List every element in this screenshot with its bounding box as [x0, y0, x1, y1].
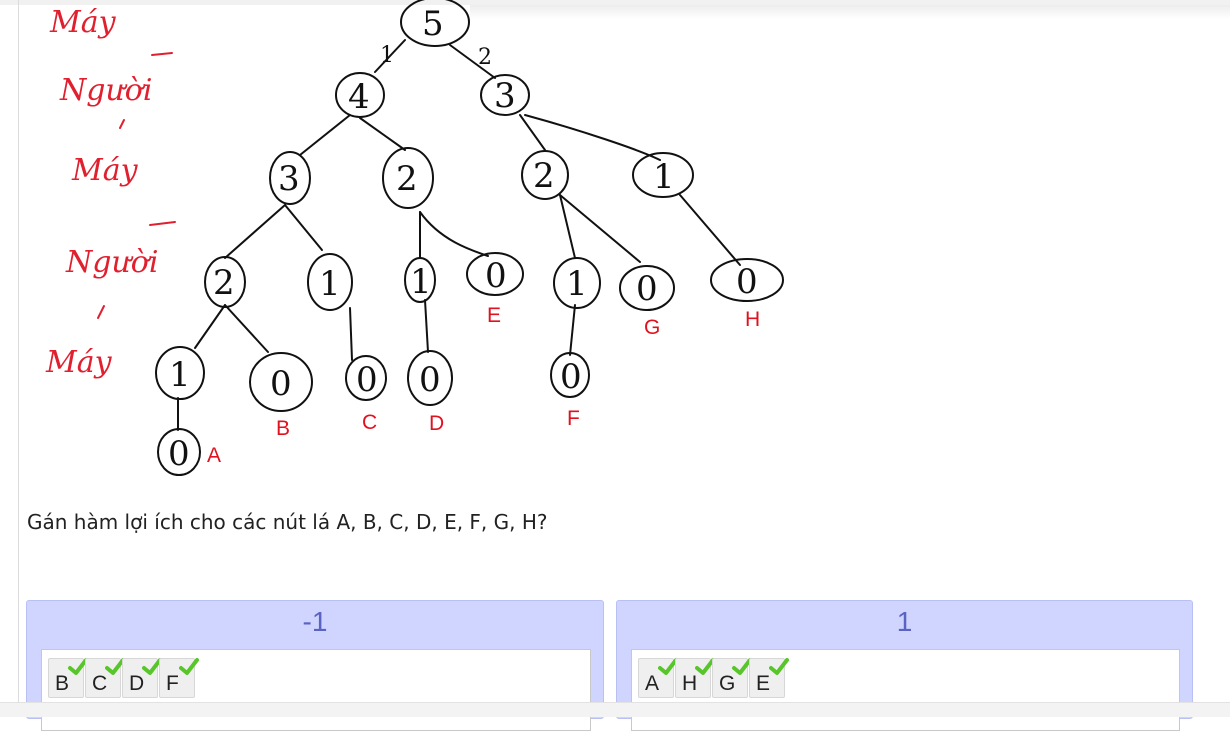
drop-zone[interactable]: B C D F — [41, 649, 591, 731]
svg-text:3: 3 — [278, 159, 300, 199]
tile-label: H — [682, 672, 698, 695]
svg-text:0: 0 — [485, 256, 507, 296]
node-l4-a: 1 — [155, 346, 205, 400]
node-l2-b: 2 — [382, 147, 434, 209]
leaf-label-h: H — [745, 308, 760, 331]
svg-text:0: 0 — [356, 360, 378, 400]
svg-text:0: 0 — [419, 360, 441, 400]
node-l4-e: 0 — [550, 352, 590, 398]
ply-label-3: Máy — [71, 153, 139, 188]
node-l2-c: 2 — [521, 150, 569, 200]
header-shadow — [470, 5, 1230, 19]
tile-label: D — [129, 672, 145, 695]
answer-tile[interactable]: A — [638, 658, 678, 698]
svg-text:0: 0 — [736, 262, 758, 302]
svg-text:5: 5 — [422, 4, 444, 44]
node-l4-c: 0 — [345, 355, 387, 401]
tile-label: C — [92, 672, 108, 695]
leaf-label-b: B — [276, 417, 290, 440]
tile-label: F — [166, 672, 179, 695]
leaf-label-g: G — [644, 316, 660, 339]
node-l4-b: 0 — [249, 352, 313, 412]
answer-tile[interactable]: G — [712, 658, 752, 698]
svg-text:1: 1 — [410, 262, 432, 302]
group-value-label: -1 — [302, 606, 328, 637]
check-icon — [732, 657, 752, 677]
check-icon — [105, 657, 125, 677]
node-l5-a: 0 — [157, 428, 201, 476]
edge-label-left: 1 — [380, 43, 394, 68]
ply-label-5: Máy — [45, 345, 113, 380]
leaf-label-a: A — [207, 444, 221, 467]
svg-text:2: 2 — [533, 156, 555, 196]
node-l2-d: 1 — [632, 152, 694, 198]
svg-text:1: 1 — [319, 264, 341, 304]
tile-label: B — [55, 672, 70, 695]
answer-tile[interactable]: B — [48, 658, 88, 698]
svg-text:0: 0 — [270, 364, 292, 404]
svg-text:1: 1 — [653, 157, 675, 197]
tree-edges — [177, 39, 741, 431]
svg-text:0: 0 — [636, 269, 658, 309]
ply-label-2: Người — [59, 73, 152, 108]
node-l1-left: 4 — [335, 72, 385, 118]
tile-label: E — [756, 672, 771, 695]
svg-text:0: 0 — [168, 434, 190, 474]
answer-tile[interactable]: E — [749, 658, 789, 698]
node-root: 5 — [400, 0, 470, 47]
bottom-edge — [0, 702, 1230, 717]
question-text: Gán hàm lợi ích cho các nút lá A, B, C, … — [27, 510, 548, 534]
node-l3-c: 1 — [404, 257, 436, 303]
check-icon — [68, 657, 88, 677]
edge-label-right: 2 — [478, 45, 492, 70]
ply-label-4: Người — [65, 245, 158, 280]
answer-tile[interactable]: H — [675, 658, 715, 698]
node-l3-a: 2 — [204, 256, 246, 308]
svg-text:2: 2 — [396, 159, 418, 199]
top-scroll-edge — [0, 0, 1230, 5]
leaf-label-f: F — [567, 407, 580, 430]
node-l3-f: 0 — [619, 265, 675, 311]
check-icon — [142, 657, 162, 677]
node-l1-right: 3 — [480, 74, 530, 116]
svg-text:1: 1 — [566, 264, 588, 304]
group-value-label: 1 — [896, 606, 913, 637]
svg-text:2: 2 — [213, 263, 235, 303]
svg-text:0: 0 — [560, 357, 582, 397]
content-left-border — [18, 0, 19, 717]
node-l3-e: 1 — [553, 257, 601, 309]
node-l3-b: 1 — [307, 253, 353, 311]
ply-label-1: Máy — [49, 5, 117, 40]
check-icon — [658, 657, 678, 677]
answer-tile[interactable]: D — [122, 658, 162, 698]
tile-label: G — [719, 672, 736, 695]
node-l4-d: 0 — [407, 350, 453, 406]
leaf-label-c: C — [362, 411, 377, 434]
svg-text:3: 3 — [494, 76, 516, 116]
node-l3-g: 0 — [710, 258, 784, 302]
svg-text:1: 1 — [169, 355, 191, 395]
answer-tile[interactable]: C — [85, 658, 125, 698]
check-icon — [695, 657, 715, 677]
tile-label: A — [645, 672, 660, 695]
node-l2-a: 3 — [269, 151, 311, 205]
game-tree-figure: Máy Người Máy Người Máy 1 2 5 4 3 3 2 2 … — [45, 0, 784, 476]
leaf-label-e: E — [487, 304, 501, 327]
svg-text:4: 4 — [348, 77, 370, 117]
check-icon — [769, 657, 789, 677]
answer-tile[interactable]: F — [159, 658, 199, 698]
leaf-label-d: D — [429, 412, 444, 435]
check-icon — [179, 657, 199, 677]
node-l3-d: 0 — [466, 252, 524, 296]
drop-zone[interactable]: A H G E — [631, 649, 1180, 731]
